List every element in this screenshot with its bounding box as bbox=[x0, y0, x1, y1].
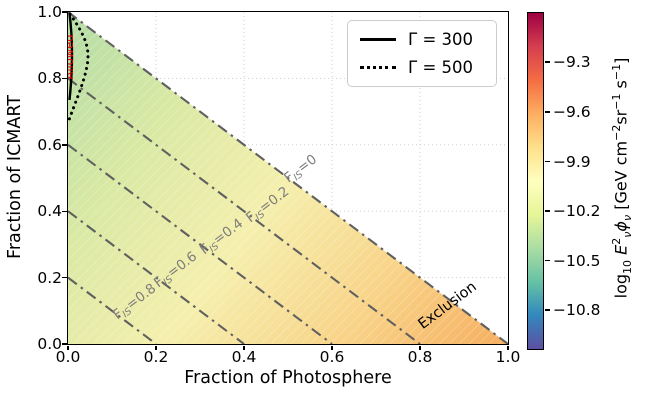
x-tick-label: 0.6 bbox=[319, 348, 345, 366]
colorbar-tickmark bbox=[545, 309, 550, 311]
legend-row-gamma300: Γ = 300 bbox=[360, 30, 484, 49]
legend: Γ = 300 Γ = 500 bbox=[347, 20, 497, 87]
y-tickmark bbox=[62, 210, 67, 212]
x-tick-label: 0.2 bbox=[143, 348, 169, 366]
x-tickmark bbox=[67, 345, 69, 350]
y-tick-label: 0.6 bbox=[37, 135, 62, 154]
colorbar-tick-label: −9.3 bbox=[553, 53, 591, 71]
x-tickmark bbox=[507, 345, 509, 350]
y-tick-label: 1.0 bbox=[37, 3, 62, 21]
cb-label-log: log bbox=[611, 273, 631, 299]
gamma-300-line bbox=[68, 13, 74, 101]
cb-label-two: 2 bbox=[610, 237, 624, 245]
colorbar-tick-label: −10.2 bbox=[553, 202, 601, 220]
y-tick-label: 0.4 bbox=[37, 202, 62, 221]
fis-contour-lines bbox=[68, 12, 508, 344]
colorbar-tickmark bbox=[545, 160, 550, 163]
cb-label-phi: ϕ bbox=[611, 221, 631, 232]
colorbar-tick-label: −9.6 bbox=[553, 103, 591, 121]
x-tick-label: 0.0 bbox=[55, 348, 81, 366]
contour-label-fis0: FIS=0 bbox=[281, 151, 321, 187]
y-tickmark bbox=[62, 77, 67, 80]
colorbar-tick-label: −10.8 bbox=[553, 301, 601, 319]
allowed-annotation: Allowed bbox=[68, 34, 76, 79]
cb-label-unit: [GeV cm bbox=[611, 140, 631, 215]
cb-label-E: E bbox=[611, 244, 631, 255]
colorbar-tick-label: −10.5 bbox=[553, 251, 601, 270]
plot-canvas: FIS=0 FIS=0.2 FIS=0.4 FIS=0.6 FIS=0.8 Al… bbox=[68, 12, 508, 344]
colorbar bbox=[527, 12, 544, 350]
cb-label-s: s bbox=[611, 80, 631, 94]
colorbar-tick-label: −9.9 bbox=[553, 152, 591, 171]
colorbar-axis-label: log10 E2νϕν [GeV cm−2sr−1 s−1] bbox=[610, 58, 634, 299]
x-tickmark bbox=[243, 345, 245, 350]
gamma-500-line bbox=[68, 12, 90, 122]
x-tick-label: 1.0 bbox=[495, 348, 521, 366]
cb-label-m1b: −1 bbox=[610, 63, 624, 81]
y-tickmark bbox=[62, 144, 67, 146]
legend-row-gamma500: Γ = 500 bbox=[360, 58, 484, 77]
y-tickmark bbox=[62, 11, 67, 13]
cb-label-m2: −2 bbox=[610, 124, 624, 141]
legend-label-gamma300: Γ = 300 bbox=[408, 30, 474, 49]
colorbar-tickmark bbox=[545, 111, 550, 113]
x-tick-label: 0.4 bbox=[231, 348, 257, 366]
solid-line-swatch bbox=[360, 38, 396, 41]
cb-label-nu2: ν bbox=[620, 214, 634, 222]
y-axis-label: Fraction of ICMART bbox=[5, 95, 25, 259]
y-tickmark bbox=[62, 343, 67, 345]
cb-label-nu: ν bbox=[620, 231, 634, 238]
dotted-line-swatch bbox=[360, 66, 396, 69]
x-axis-label: Fraction of Photosphere bbox=[184, 368, 392, 388]
x-tickmark bbox=[331, 345, 333, 350]
y-tick-label: 0.2 bbox=[37, 268, 62, 287]
cb-label-sr: sr bbox=[611, 109, 631, 125]
y-tick-label: 0.8 bbox=[37, 69, 62, 88]
legend-label-gamma500: Γ = 500 bbox=[408, 58, 474, 77]
y-tickmark bbox=[62, 276, 67, 279]
y-tick-label: 0.0 bbox=[37, 335, 62, 353]
colorbar-tickmark bbox=[545, 259, 550, 262]
cb-label-ten: 10 bbox=[620, 259, 634, 274]
x-tickmark bbox=[419, 345, 421, 350]
x-tick-label: 0.8 bbox=[407, 348, 433, 366]
colorbar-tickmark bbox=[545, 61, 550, 63]
x-tickmark bbox=[155, 345, 157, 350]
cb-label-m1: −1 bbox=[610, 93, 624, 110]
cb-label-close: ] bbox=[611, 57, 631, 64]
colorbar-tickmark bbox=[545, 210, 550, 212]
